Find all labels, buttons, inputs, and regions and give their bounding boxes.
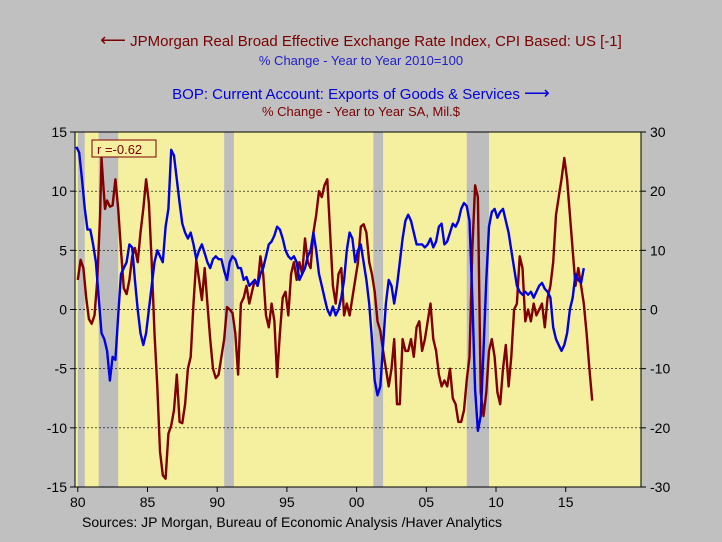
source-note: Sources: JP Morgan, Bureau of Economic A…: [82, 514, 502, 530]
left-tick-label: -15: [47, 479, 67, 495]
right-tick-label: 20: [650, 183, 666, 199]
right-tick-label: -10: [650, 361, 670, 377]
x-tick-label: 90: [209, 494, 225, 510]
left-tick-label: 15: [51, 124, 67, 140]
right-series-title-text: BOP: Current Account: Exports of Goods &…: [172, 86, 520, 103]
left-series-subtitle: % Change - Year to Year 2010=100: [258, 53, 464, 68]
left-series-title-text: JPMorgan Real Broad Effective Exchange R…: [130, 33, 622, 50]
right-series-title: BOP: Current Account: Exports of Goods &…: [0, 83, 722, 103]
recession-band: [373, 132, 384, 487]
left-tick-label: -5: [55, 361, 68, 377]
left-tick-label: 10: [51, 183, 67, 199]
right-tick-label: 0: [650, 302, 658, 318]
recession-band: [466, 132, 490, 487]
left-tick-label: 5: [59, 242, 67, 258]
right-tick-label: 30: [650, 124, 666, 140]
left-tick-label: -10: [47, 420, 67, 436]
right-tick-label: -30: [650, 479, 670, 495]
left-series-line: [76, 156, 594, 480]
recession-band: [77, 132, 85, 487]
left-series-title: ⟵ JPMorgan Real Broad Effective Exchange…: [0, 30, 722, 50]
right-tick-label: 10: [650, 242, 666, 258]
x-tick-label: 00: [349, 494, 365, 510]
x-tick-label: 95: [279, 494, 295, 510]
x-tick-label: 80: [70, 494, 86, 510]
arrow-left-icon: ⟵: [100, 30, 126, 50]
annotation-box: [91, 139, 157, 158]
right-tick-label: -20: [650, 420, 670, 436]
left-tick-label: 0: [59, 302, 67, 318]
right-series-line: [75, 146, 585, 432]
arrow-right-icon: ⟶: [524, 83, 550, 103]
x-tick-label: 10: [488, 494, 504, 510]
x-tick-label: 05: [419, 494, 435, 510]
x-tick-label: 15: [558, 494, 574, 510]
right-series-subtitle: % Change - Year to Year SA, Mil.$: [261, 104, 460, 119]
series-lines: [75, 146, 594, 480]
correlation-annotation: r =-0.62: [97, 142, 142, 157]
x-tick-label: 85: [140, 494, 156, 510]
